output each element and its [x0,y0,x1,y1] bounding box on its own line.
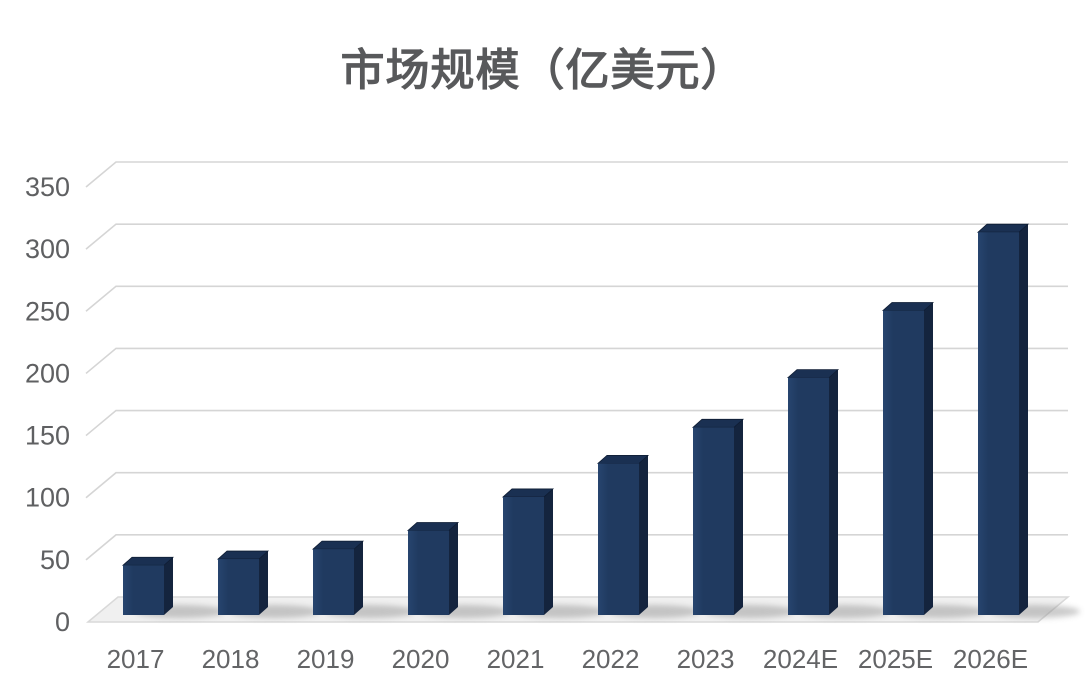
bars [121,223,1030,615]
bar-2019 [311,540,365,615]
bar-side-face [734,419,743,615]
y-tick-label: 0 [55,607,70,637]
y-axis-labels: 0 50 100 150 200 250 300 350 [25,172,70,637]
x-tick-label: 2025E [858,644,933,674]
bar-2020 [406,522,460,615]
bar-side-face [354,541,363,615]
x-tick-label: 2026E [953,644,1028,674]
bar-top-face [596,454,650,464]
bar-top-face [501,488,555,498]
bar-side-face [449,522,458,615]
gridline [85,347,1068,375]
bar-top-face [311,540,365,550]
bar-front-face [313,549,354,615]
bar-2017 [121,556,175,615]
bar-side-face [829,369,838,615]
bar-side-face [259,551,268,615]
x-tick-label: 2024E [763,644,838,674]
bar-2026E [976,223,1030,615]
bar-top-face [216,550,270,560]
bar-front-face [788,377,829,615]
x-tick-label: 2022 [582,644,640,674]
bar-front-face [503,496,544,615]
bar-side-face [639,455,648,615]
bar-top-face [881,302,935,311]
bar-top-face [786,369,840,379]
gridline [85,409,1068,437]
x-axis-labels: 2017 2018 2019 2020 2021 2022 2023 2024E 2025E 20… [107,644,1029,674]
bar-side-face [924,302,933,615]
bar-front-face [408,530,449,615]
gridline [85,161,1068,188]
y-tick-label: 200 [25,358,70,388]
y-tick-label: 250 [25,296,70,326]
x-tick-label: 2021 [487,644,545,674]
gridline [85,285,1068,312]
bar-top-face [121,556,175,566]
bar-2018 [216,550,270,615]
gridline [85,534,1068,561]
bar-front-face [598,463,639,615]
y-tick-label: 100 [25,483,70,513]
y-tick-label: 150 [25,421,70,451]
bar-side-face [164,557,173,615]
bar-side-face [544,488,553,615]
x-tick-label: 2020 [392,644,450,674]
bar-top-face [406,522,460,531]
bar-top-face [691,418,745,428]
gridline [85,223,1068,250]
bar-front-face [978,232,1019,615]
y-tick-label: 350 [25,172,70,202]
bar-2025E [881,302,935,615]
chart-title: 市场规模（亿美元） [340,46,746,95]
x-tick-label: 2019 [297,644,355,674]
x-tick-label: 2017 [107,644,165,674]
bar-front-face [218,559,259,615]
y-tick-label: 50 [40,545,70,575]
gridlines [85,161,1068,561]
bar-2023 [691,418,745,615]
y-tick-label: 300 [25,234,70,264]
bar-2021 [501,488,555,615]
x-tick-label: 2023 [677,644,735,674]
x-tick-label: 2018 [202,644,260,674]
bar-front-face [693,427,734,615]
bar-2024E [786,369,840,615]
bar-front-face [123,565,164,615]
gridline [85,471,1068,499]
bar-side-face [1019,224,1028,615]
bar-top-face [976,223,1030,233]
bar-2022 [596,454,650,615]
bar-front-face [883,310,924,615]
